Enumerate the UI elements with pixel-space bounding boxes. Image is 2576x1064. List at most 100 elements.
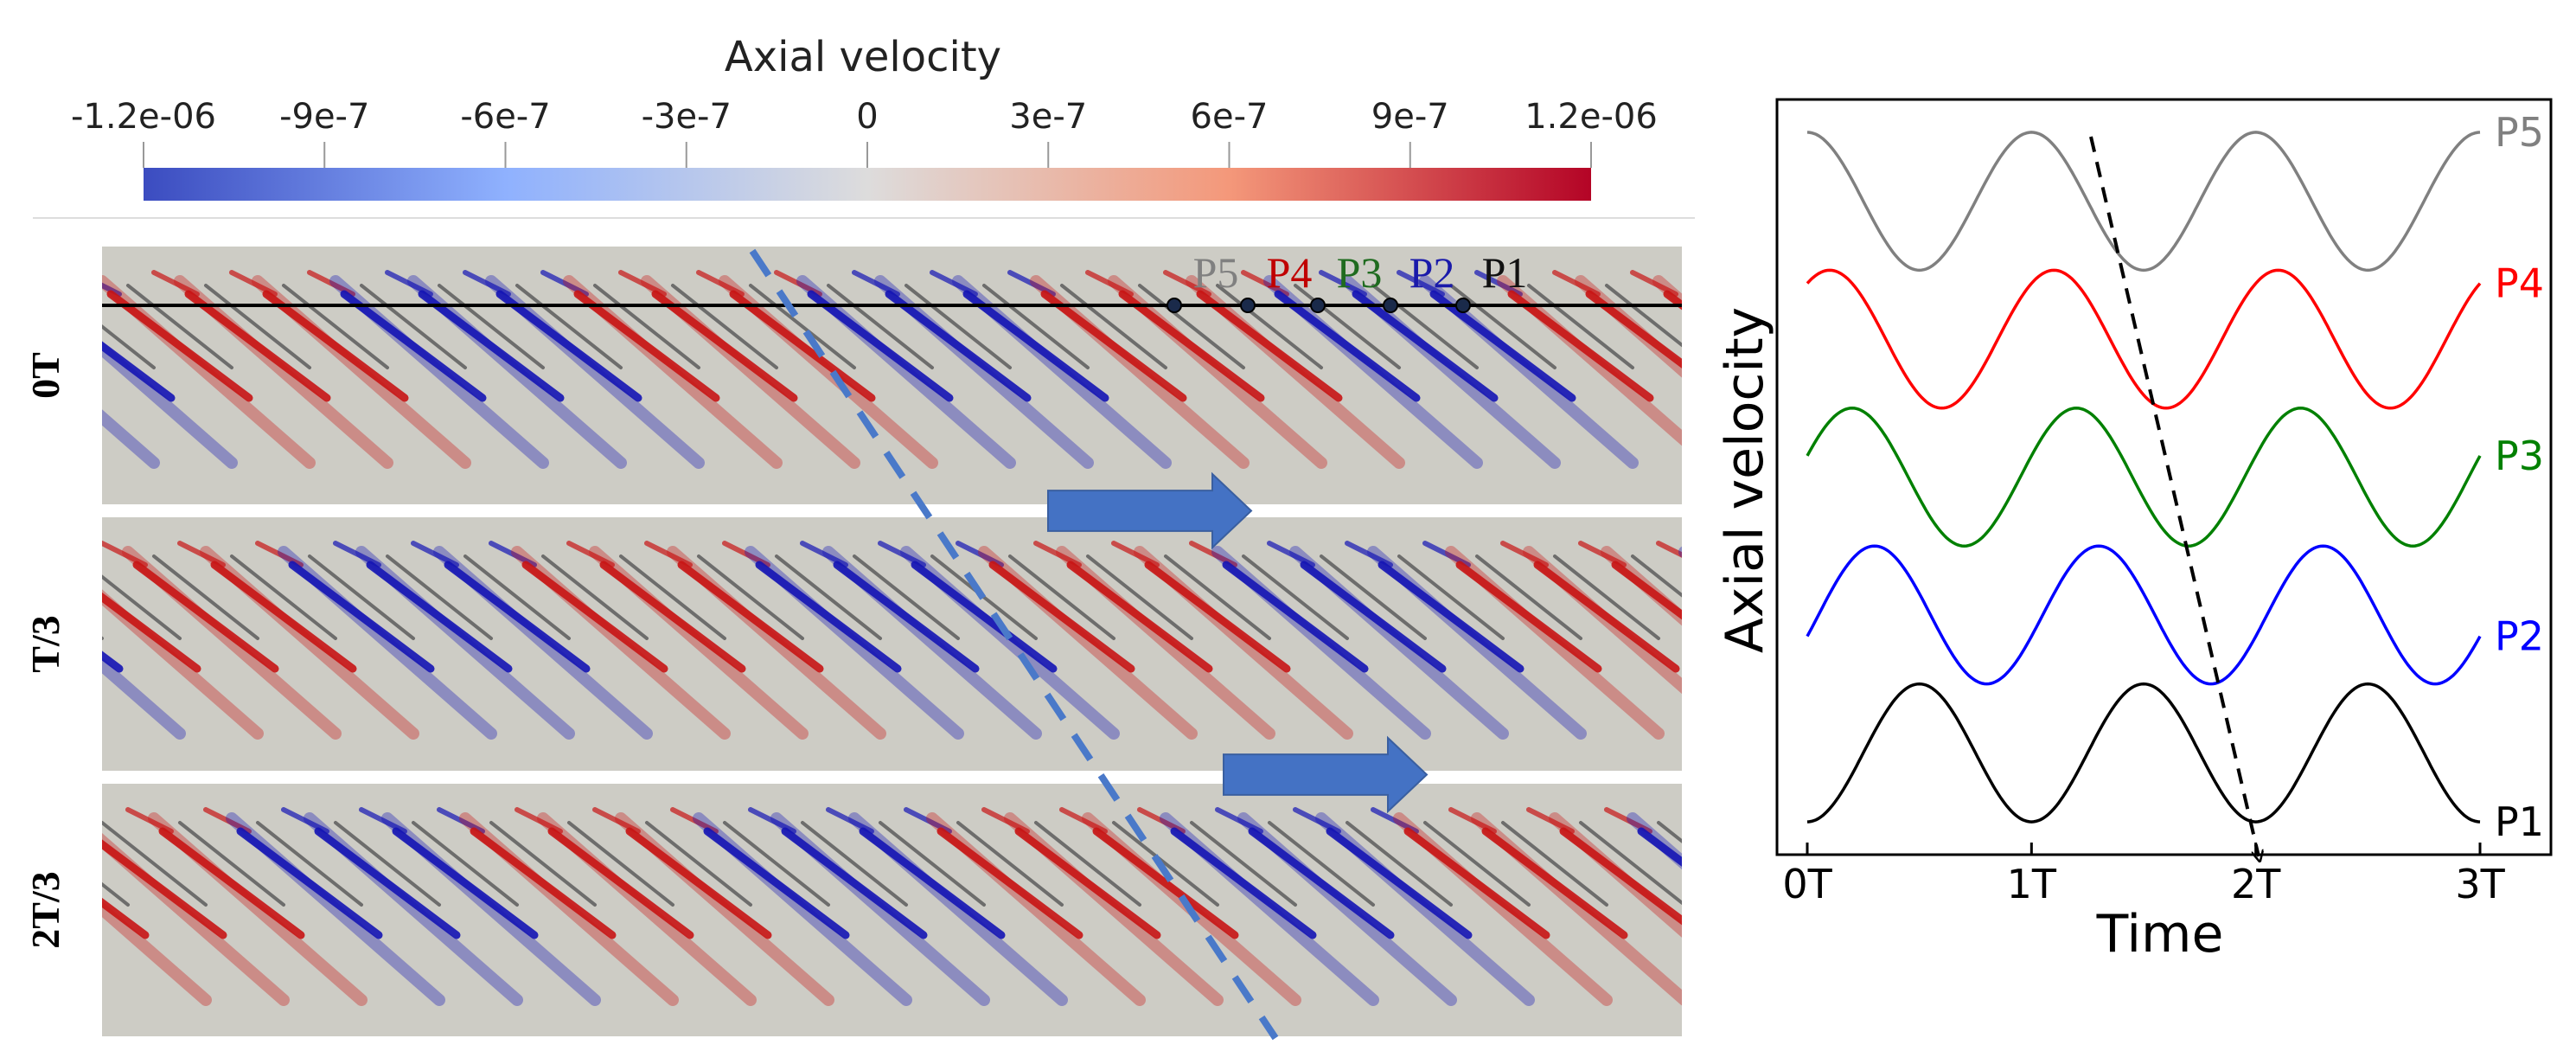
velocity-streak [1144, 561, 1291, 673]
velocity-streak [314, 827, 461, 939]
blade-line [541, 554, 649, 640]
probe-marker [1310, 298, 1326, 313]
probe-label: P4 [1267, 248, 1313, 297]
velocity-streak [210, 561, 357, 673]
series-label: P3 [2495, 433, 2544, 479]
velocity-streak [936, 827, 1083, 939]
velocity-streak [50, 810, 93, 831]
blade-line [1423, 821, 1531, 907]
velocity-streak [1684, 810, 1728, 831]
trend-arrow [2089, 136, 2259, 856]
series-label: P4 [2495, 260, 2544, 307]
blade-line [1631, 554, 1682, 598]
velocity-streak [755, 561, 902, 673]
colorbar-title: Axial velocity [725, 33, 1001, 81]
velocity-streak [1429, 290, 1576, 402]
line-chart: P5 P4 P3 P2 P1 0T 1T 2T 3T Time Axial velocity [1715, 98, 2553, 965]
velocity-streak [651, 290, 798, 402]
series-label: P2 [2495, 613, 2544, 660]
chart-frame [1775, 98, 2553, 856]
velocity-streak [1170, 827, 1317, 939]
panel-label: 0T [23, 352, 67, 399]
velocity-streak [781, 827, 928, 939]
velocity-streak [106, 290, 253, 402]
blade-line [438, 284, 545, 369]
velocity-streak [859, 827, 1006, 939]
blade-line [256, 821, 363, 907]
probe-label: P3 [1337, 248, 1383, 297]
probe-label: P1 [1482, 248, 1528, 297]
velocity-streak [1403, 827, 1550, 939]
blade-line [1164, 554, 1271, 640]
velocity-streak [1559, 827, 1682, 926]
blade-line [230, 554, 337, 640]
velocity-streak [102, 839, 227, 939]
panel-label: 2T/3 [23, 871, 67, 948]
blade-line [1086, 554, 1193, 640]
velocity-streak [262, 290, 409, 402]
velocity-streak [547, 827, 694, 939]
blade-line [152, 554, 259, 640]
blade-line [1553, 554, 1660, 640]
blade-line [1008, 554, 1115, 640]
propagation-overlay [749, 248, 1429, 1041]
blade-line [1501, 821, 1608, 907]
direction-arrow [1047, 471, 1253, 550]
blade-line [282, 284, 389, 369]
velocity-streak [1656, 541, 1682, 558]
blade-line [1449, 284, 1556, 369]
colorbar: Axial velocity -1.2e-06 -9e-7 -6e-7 -3e-7 0 3… [33, 26, 1695, 219]
velocity-streak [521, 561, 668, 673]
probe-marker [1383, 298, 1398, 313]
velocity-streak [729, 290, 876, 402]
x-tick-label: 2T [2231, 861, 2281, 907]
velocity-streak [366, 561, 513, 673]
blade-line [334, 821, 441, 907]
velocity-streak [573, 290, 720, 402]
series-line [1806, 407, 2482, 548]
blade-line [1320, 554, 1427, 640]
series-line [1806, 131, 2481, 272]
velocity-streak [102, 341, 238, 469]
blade-line [567, 821, 674, 907]
velocity-streak [885, 290, 1032, 402]
velocity-streak [677, 561, 824, 673]
blade-line [593, 284, 700, 369]
velocity-streak [102, 901, 212, 1006]
colorbar-tick-label: 1.2e-06 [1525, 97, 1658, 137]
blade-line [1216, 284, 1323, 369]
blade-line [126, 284, 233, 369]
blade-line [1112, 821, 1219, 907]
velocity-streak [0, 272, 42, 294]
blade-line [801, 821, 908, 907]
contour-panel: T/3 [23, 517, 1682, 771]
probe-marker [1455, 298, 1471, 313]
blade-line [1579, 821, 1682, 906]
velocity-streak [911, 561, 1058, 673]
probe-label: P5 [1193, 248, 1239, 297]
blade-line [853, 554, 960, 640]
velocity-streak [1274, 290, 1421, 402]
probe-label: P2 [1409, 248, 1455, 297]
velocity-streak [158, 827, 305, 939]
blade-line [1060, 284, 1167, 369]
series-label: P1 [2495, 798, 2544, 845]
blade-line [982, 284, 1090, 369]
blade-line [1657, 821, 1682, 843]
blade-line [1034, 821, 1141, 907]
series-line [1806, 682, 2481, 824]
velocity-streak [1507, 290, 1654, 402]
velocity-streak [1326, 827, 1473, 939]
probe-markers: P5 P4 P3 P2 P1 [102, 248, 1682, 313]
velocity-streak [1222, 561, 1369, 673]
velocity-streak [1377, 561, 1525, 673]
velocity-streak [102, 657, 186, 740]
velocity-streak [418, 290, 565, 402]
colorbar-tick-label: 9e-7 [1371, 97, 1449, 137]
blade-line [102, 574, 182, 640]
blade-line [178, 821, 285, 907]
blade-line [360, 284, 467, 369]
colorbar-tick-label: -6e-7 [460, 97, 550, 137]
blade-line [904, 284, 1012, 369]
